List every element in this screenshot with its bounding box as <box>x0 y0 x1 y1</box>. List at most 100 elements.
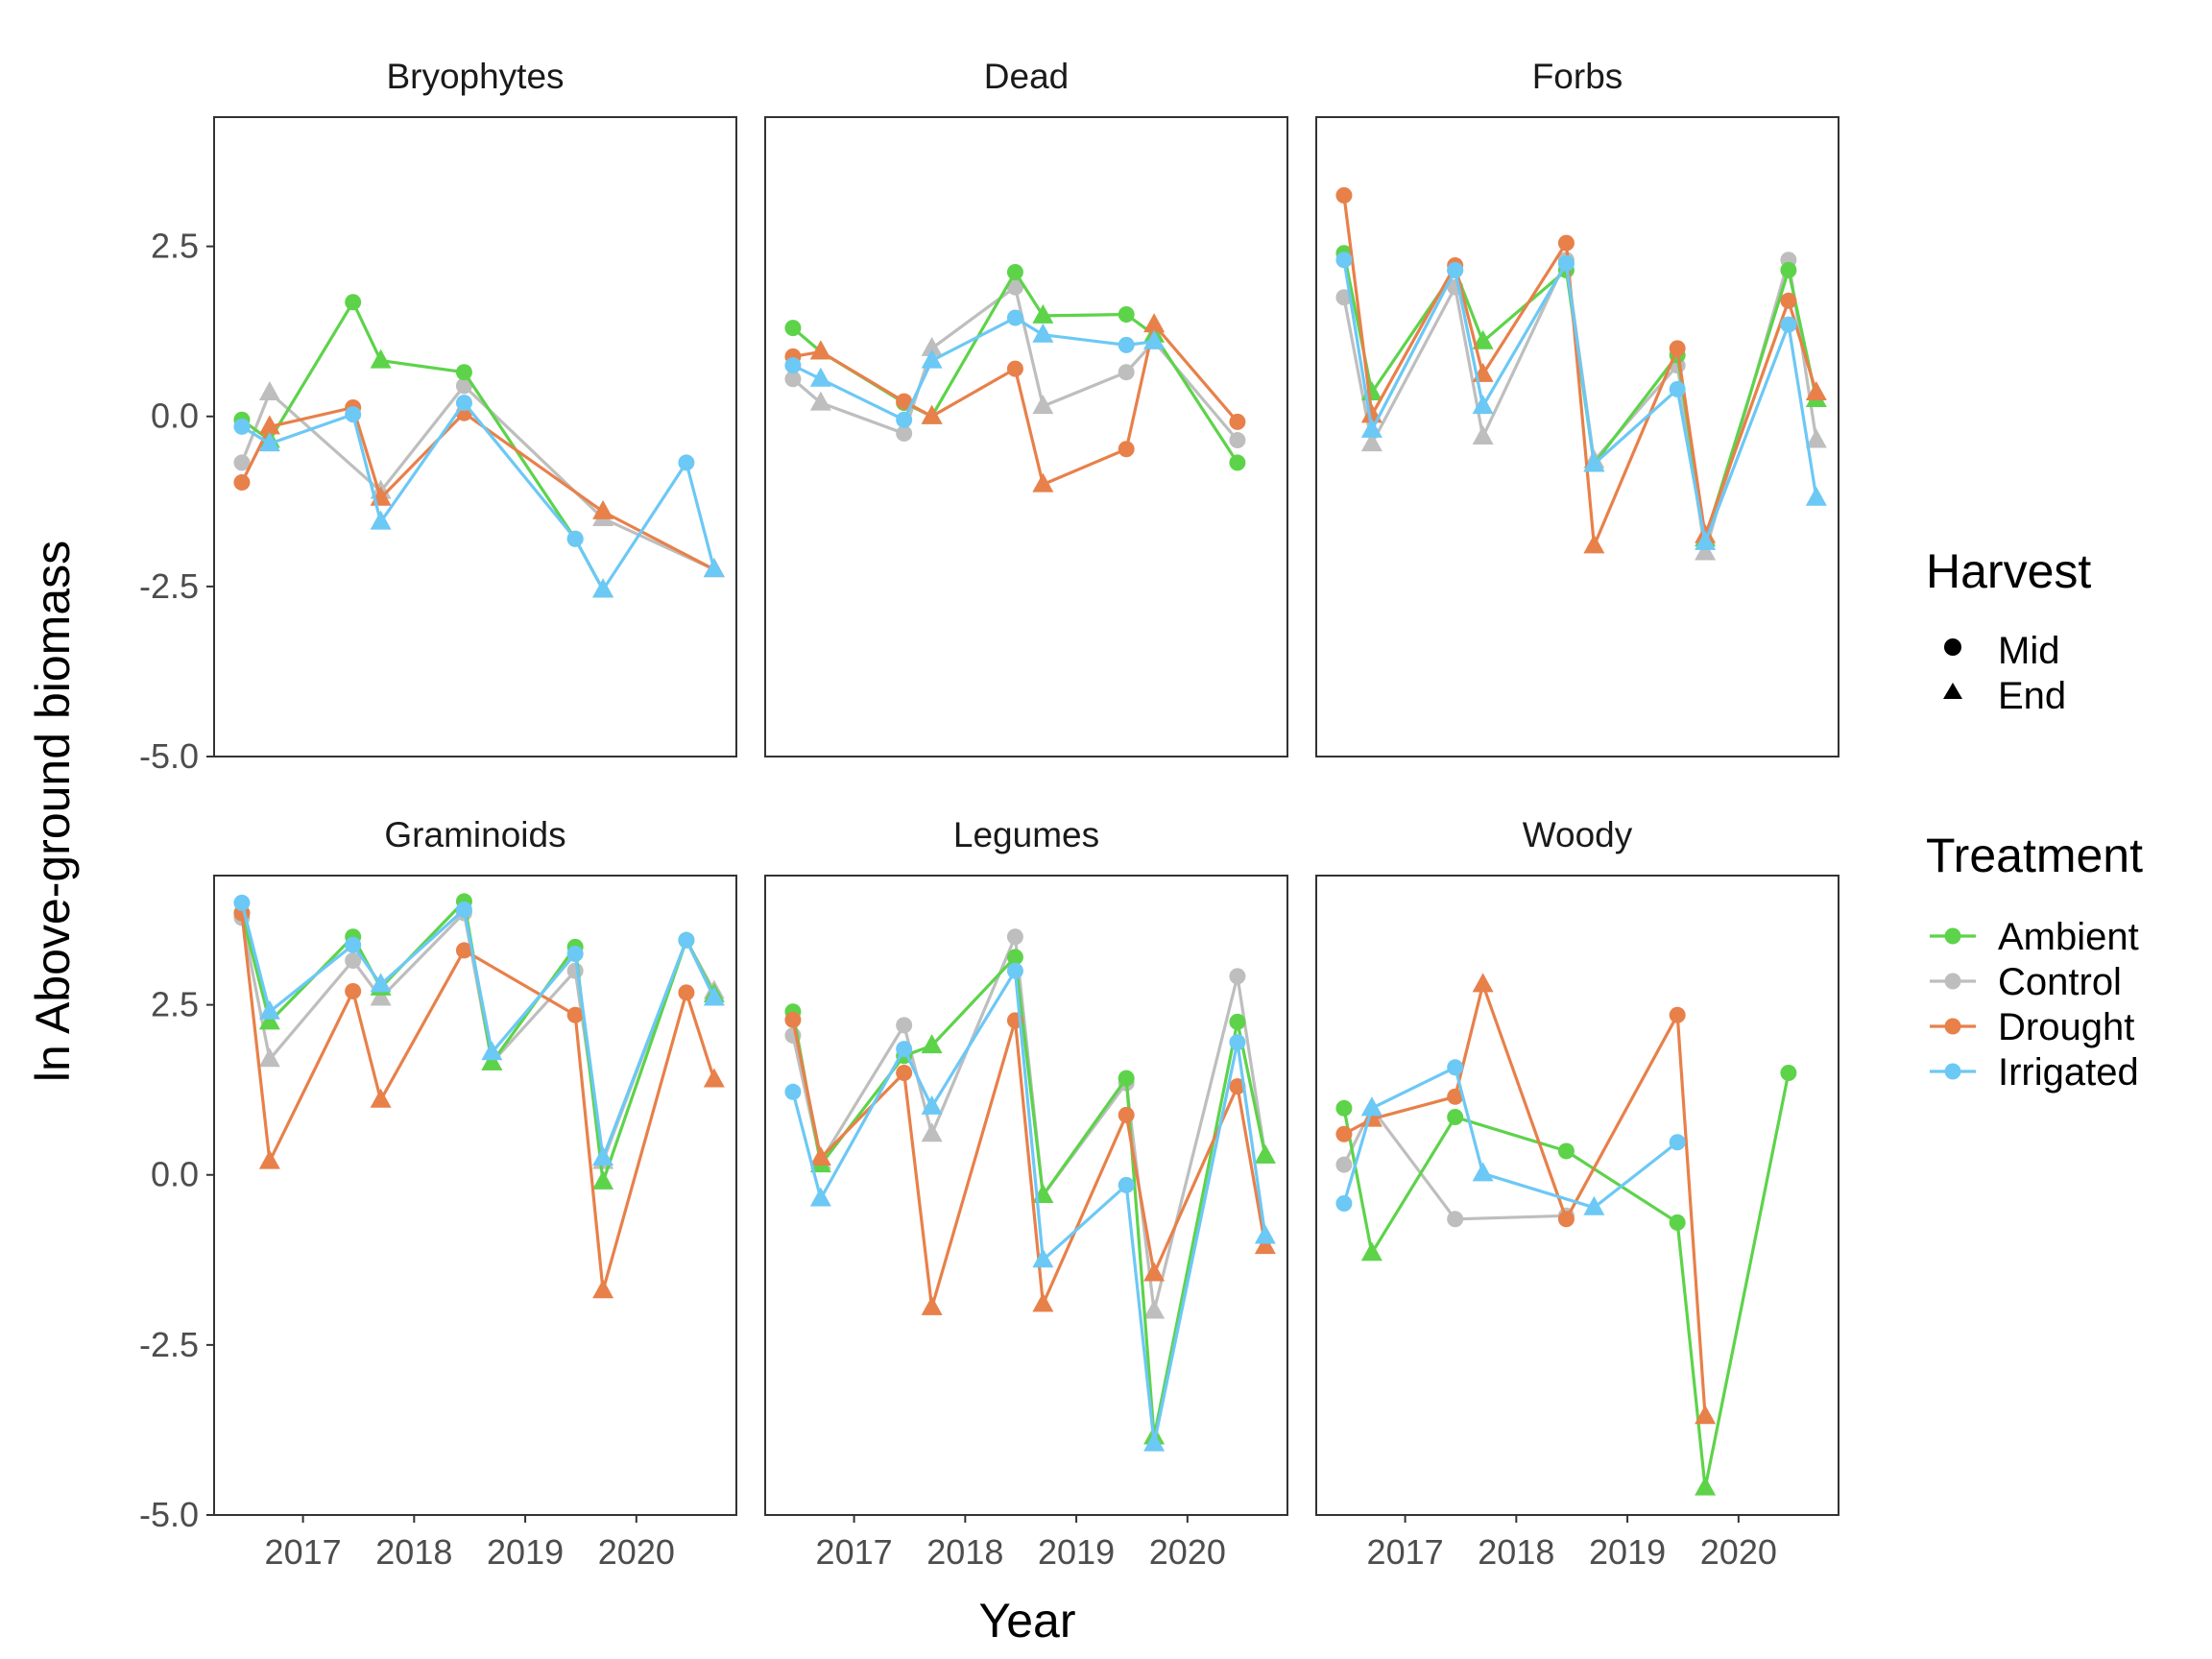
point-mid <box>1780 316 1797 333</box>
point-end <box>370 510 392 530</box>
point-end <box>1472 425 1494 445</box>
x-tick-label: 2019 <box>1038 1532 1115 1572</box>
point-end <box>370 1088 392 1108</box>
point-mid <box>1335 1195 1353 1213</box>
point-end <box>1360 1241 1382 1262</box>
point-mid <box>1229 1013 1246 1030</box>
point-end <box>1032 395 1054 415</box>
panel-border <box>764 116 1288 757</box>
panel-title: Legumes <box>953 815 1099 854</box>
point-mid <box>1118 336 1135 353</box>
panel-title: Graminoids <box>384 815 565 854</box>
point-end <box>809 1146 831 1166</box>
y-tick-label: -5.0 <box>139 736 199 776</box>
point-mid <box>1669 1214 1686 1231</box>
panel-forbs: Forbs <box>1315 57 1839 757</box>
point-end <box>592 578 614 598</box>
point-mid <box>896 424 913 442</box>
point-end <box>703 1068 725 1088</box>
point-mid <box>345 952 362 970</box>
point-end <box>1805 428 1827 448</box>
x-tick-label: 2019 <box>487 1532 564 1572</box>
point-end <box>258 380 280 400</box>
point-end <box>921 1295 943 1315</box>
point-mid <box>1335 1156 1353 1173</box>
panels: Bryophytes 2.5 0.0 -2.5 -5.0 Dead Forbs Gramino… <box>139 57 1839 1572</box>
point-end <box>809 340 831 360</box>
point-mid <box>896 1017 913 1034</box>
x-tick-label: 2017 <box>265 1532 342 1572</box>
point-mid <box>1780 292 1797 309</box>
x-tick-label: 2017 <box>1367 1532 1444 1572</box>
legend-end-triangle-icon <box>1943 683 1962 699</box>
panel-woody: Woody 2017 2018 2019 2020 <box>1315 815 1839 1572</box>
point-end <box>1143 1431 1166 1452</box>
point-mid <box>1780 261 1797 278</box>
point-mid <box>566 945 584 962</box>
point-end <box>1032 323 1054 343</box>
point-mid <box>784 1083 802 1100</box>
series-irrigated <box>784 962 1276 1452</box>
point-mid <box>455 364 472 381</box>
point-mid <box>1118 364 1135 381</box>
point-mid <box>566 962 584 979</box>
series-line <box>240 902 716 1160</box>
point-mid <box>233 418 251 435</box>
point-mid <box>233 473 251 491</box>
point-mid <box>233 454 251 471</box>
point-mid <box>1006 949 1023 966</box>
point-end <box>481 1041 503 1061</box>
y-tick-label: 0.0 <box>151 397 199 436</box>
point-end <box>1032 303 1054 324</box>
x-tick-label: 2017 <box>816 1532 893 1572</box>
point-end <box>1360 1096 1382 1117</box>
point-end <box>1805 380 1827 400</box>
point-mid <box>678 931 695 949</box>
point-mid <box>1557 254 1575 272</box>
panel-border <box>1315 116 1839 757</box>
point-mid <box>1118 1070 1135 1087</box>
point-mid <box>345 294 362 311</box>
x-tick-label: 2020 <box>598 1532 675 1572</box>
point-mid <box>1335 186 1353 204</box>
point-mid <box>1118 305 1135 323</box>
x-tick-label: 2018 <box>926 1532 1003 1572</box>
point-end <box>1032 1248 1054 1268</box>
point-mid <box>455 942 472 959</box>
point-end <box>592 1279 614 1299</box>
point-end <box>809 1187 831 1207</box>
panel-graminoids: Graminoids 2.5 0.0 -2.5 -5.0 2017 2018 2019 2020 <box>139 815 737 1572</box>
series-irrigated <box>233 894 725 1166</box>
point-end <box>258 1047 280 1068</box>
point-end <box>1032 1292 1054 1312</box>
point-end <box>921 336 943 356</box>
point-end <box>1254 1143 1276 1164</box>
y-tick-label: -2.5 <box>139 1325 199 1364</box>
point-mid <box>896 411 913 428</box>
point-mid <box>1780 1064 1797 1081</box>
point-end <box>1695 1476 1717 1496</box>
legend-swatch-dot <box>1944 927 1961 945</box>
point-end <box>1472 329 1494 349</box>
series-ambient <box>1335 1064 1797 1496</box>
legend-item-drought: Drought <box>1930 1006 2134 1048</box>
point-mid <box>1669 340 1686 357</box>
point-end <box>1143 329 1166 349</box>
point-end <box>921 404 943 424</box>
panel-bryophytes: Bryophytes 2.5 0.0 -2.5 -5.0 <box>139 57 737 776</box>
point-end <box>1143 1262 1166 1282</box>
point-end <box>921 1034 943 1054</box>
point-mid <box>345 406 362 423</box>
series-line <box>240 384 715 571</box>
y-tick-label: 2.5 <box>151 985 199 1024</box>
panel-legumes: Legumes 2017 2018 2019 2020 <box>764 815 1288 1572</box>
point-mid <box>1669 1134 1686 1151</box>
point-mid <box>1447 1059 1464 1076</box>
legend-label: Drought <box>1998 1006 2134 1048</box>
point-end <box>1695 1405 1717 1425</box>
point-end <box>258 432 280 452</box>
legend-end-label: End <box>1998 675 2066 717</box>
legend-item-irrigated: Irrigated <box>1930 1051 2139 1094</box>
point-mid <box>896 393 913 410</box>
